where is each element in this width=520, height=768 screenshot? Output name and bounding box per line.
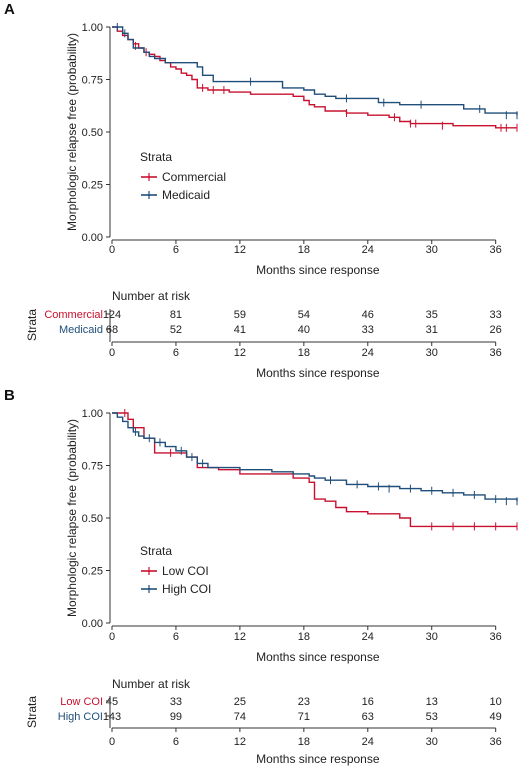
- risk-x-tick-label: 0: [109, 347, 115, 359]
- risk-x-tick-label: 0: [109, 736, 115, 748]
- y-tick-label: 0.25: [82, 566, 103, 578]
- risk-x-tick-label: 24: [362, 736, 374, 748]
- risk-x-axis-title: Months since response: [256, 752, 380, 766]
- risk-row-label: Medicaid: [59, 324, 103, 336]
- risk-table-title: Number at risk: [112, 677, 191, 691]
- y-tick-label: 0.50: [82, 127, 103, 139]
- risk-x-tick-label: 12: [234, 347, 246, 359]
- x-tick-label: 24: [362, 631, 374, 643]
- legend-entry: Commercial: [162, 170, 226, 184]
- risk-cell: 35: [426, 309, 438, 321]
- x-tick-label: 12: [234, 244, 246, 256]
- risk-cell: 52: [170, 324, 182, 336]
- risk-x-tick-label: 36: [490, 347, 502, 359]
- risk-cell: 33: [362, 324, 374, 336]
- x-tick-label: 30: [426, 244, 438, 256]
- survival-curve-low-coi: [112, 412, 517, 528]
- risk-table-strata-label: Strata: [25, 309, 39, 341]
- y-tick-label: 0.75: [82, 75, 103, 87]
- panel-letter: B: [4, 387, 15, 404]
- legend-title: Strata: [140, 544, 172, 558]
- x-tick-label: 30: [426, 631, 438, 643]
- legend-entry: Low COI: [162, 564, 209, 578]
- x-tick-label: 0: [109, 631, 115, 643]
- risk-cell: 45: [106, 696, 118, 708]
- legend-title: Strata: [140, 150, 172, 164]
- risk-row-label: Low COI: [60, 696, 103, 708]
- risk-x-tick-label: 30: [426, 347, 438, 359]
- x-tick-label: 6: [173, 631, 179, 643]
- risk-x-tick-label: 18: [298, 347, 310, 359]
- x-axis-title: Months since response: [256, 650, 380, 664]
- risk-cell: 68: [106, 324, 118, 336]
- survival-curve-commercial: [112, 26, 517, 129]
- x-tick-label: 36: [490, 244, 502, 256]
- y-tick-label: 1.00: [82, 408, 103, 420]
- risk-x-tick-label: 24: [362, 347, 374, 359]
- x-tick-label: 18: [298, 244, 310, 256]
- risk-cell: 63: [362, 711, 374, 723]
- risk-cell: 124: [103, 309, 121, 321]
- risk-cell: 13: [426, 696, 438, 708]
- risk-x-tick-label: 12: [234, 736, 246, 748]
- risk-cell: 71: [298, 711, 310, 723]
- y-tick-label: 1.00: [82, 22, 103, 34]
- risk-x-tick-label: 6: [173, 347, 179, 359]
- risk-cell: 33: [490, 309, 502, 321]
- risk-cell: 26: [490, 324, 502, 336]
- x-tick-label: 36: [490, 631, 502, 643]
- risk-x-axis-title: Months since response: [256, 366, 380, 380]
- risk-row-label: Commercial: [44, 309, 103, 321]
- legend-entry: Medicaid: [162, 188, 210, 202]
- x-tick-label: 0: [109, 244, 115, 256]
- risk-x-tick-label: 36: [490, 736, 502, 748]
- risk-cell: 10: [490, 696, 502, 708]
- risk-cell: 16: [362, 696, 374, 708]
- risk-cell: 31: [426, 324, 438, 336]
- survival-curve-medicaid: [112, 26, 518, 116]
- y-tick-label: 0.00: [82, 618, 103, 630]
- risk-cell: 49: [490, 711, 502, 723]
- risk-cell: 54: [298, 309, 310, 321]
- risk-x-tick-label: 6: [173, 736, 179, 748]
- y-tick-label: 0.75: [82, 461, 103, 473]
- risk-cell: 40: [298, 324, 310, 336]
- panel-letter: A: [4, 1, 15, 18]
- risk-cell: 53: [426, 711, 438, 723]
- x-tick-label: 6: [173, 244, 179, 256]
- risk-cell: 99: [170, 711, 182, 723]
- x-tick-label: 24: [362, 244, 374, 256]
- risk-row-label: High COI: [58, 711, 103, 723]
- risk-cell: 41: [234, 324, 246, 336]
- x-tick-label: 12: [234, 631, 246, 643]
- risk-cell: 143: [103, 711, 121, 723]
- y-tick-label: 0.50: [82, 513, 103, 525]
- x-tick-label: 18: [298, 631, 310, 643]
- risk-cell: 46: [362, 309, 374, 321]
- risk-x-tick-label: 30: [426, 736, 438, 748]
- risk-table-title: Number at risk: [112, 289, 191, 303]
- risk-cell: 23: [298, 696, 310, 708]
- risk-cell: 59: [234, 309, 246, 321]
- risk-cell: 25: [234, 696, 246, 708]
- y-axis-title: Morphologic relapse free (probability): [65, 33, 79, 231]
- y-axis-title: Morphologic relapse free (probability): [65, 419, 79, 617]
- survival-curve-high-coi: [112, 412, 518, 502]
- y-tick-label: 0.25: [82, 180, 103, 192]
- risk-cell: 81: [170, 309, 182, 321]
- legend-entry: High COI: [162, 582, 211, 596]
- risk-table-strata-label: Strata: [25, 696, 39, 728]
- y-tick-label: 0.00: [82, 232, 103, 244]
- risk-x-tick-label: 18: [298, 736, 310, 748]
- x-axis-title: Months since response: [256, 263, 380, 277]
- risk-cell: 74: [234, 711, 246, 723]
- risk-cell: 33: [170, 696, 182, 708]
